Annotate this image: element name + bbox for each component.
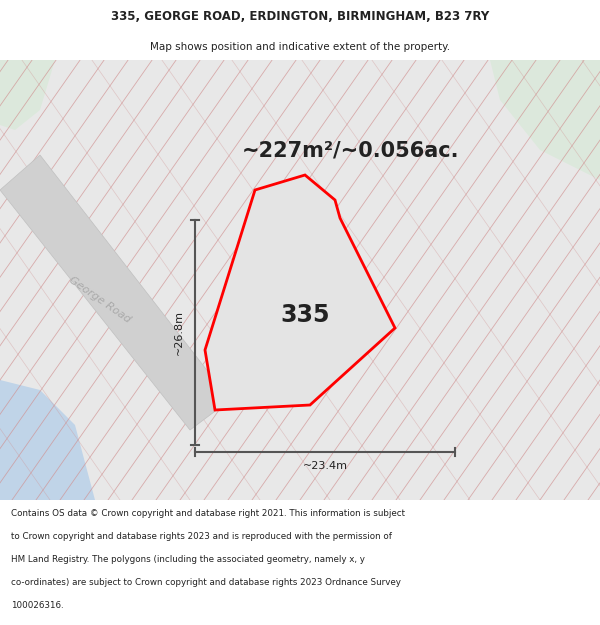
Text: to Crown copyright and database rights 2023 and is reproduced with the permissio: to Crown copyright and database rights 2…: [11, 532, 392, 541]
Text: ~26.8m: ~26.8m: [174, 310, 184, 355]
Text: Contains OS data © Crown copyright and database right 2021. This information is : Contains OS data © Crown copyright and d…: [11, 509, 405, 518]
Text: 335, GEORGE ROAD, ERDINGTON, BIRMINGHAM, B23 7RY: 335, GEORGE ROAD, ERDINGTON, BIRMINGHAM,…: [111, 10, 489, 23]
Text: Map shows position and indicative extent of the property.: Map shows position and indicative extent…: [150, 42, 450, 52]
Polygon shape: [205, 175, 395, 410]
Text: 335: 335: [280, 303, 330, 327]
Polygon shape: [0, 155, 230, 430]
Text: George Road: George Road: [67, 275, 133, 325]
Text: HM Land Registry. The polygons (including the associated geometry, namely x, y: HM Land Registry. The polygons (includin…: [11, 555, 365, 564]
Polygon shape: [0, 380, 95, 500]
Text: ~227m²/~0.056ac.: ~227m²/~0.056ac.: [241, 140, 459, 160]
Text: 100026316.: 100026316.: [11, 601, 64, 610]
Text: ~23.4m: ~23.4m: [302, 461, 347, 471]
Polygon shape: [0, 60, 55, 130]
Polygon shape: [490, 60, 600, 180]
Text: co-ordinates) are subject to Crown copyright and database rights 2023 Ordnance S: co-ordinates) are subject to Crown copyr…: [11, 578, 401, 587]
